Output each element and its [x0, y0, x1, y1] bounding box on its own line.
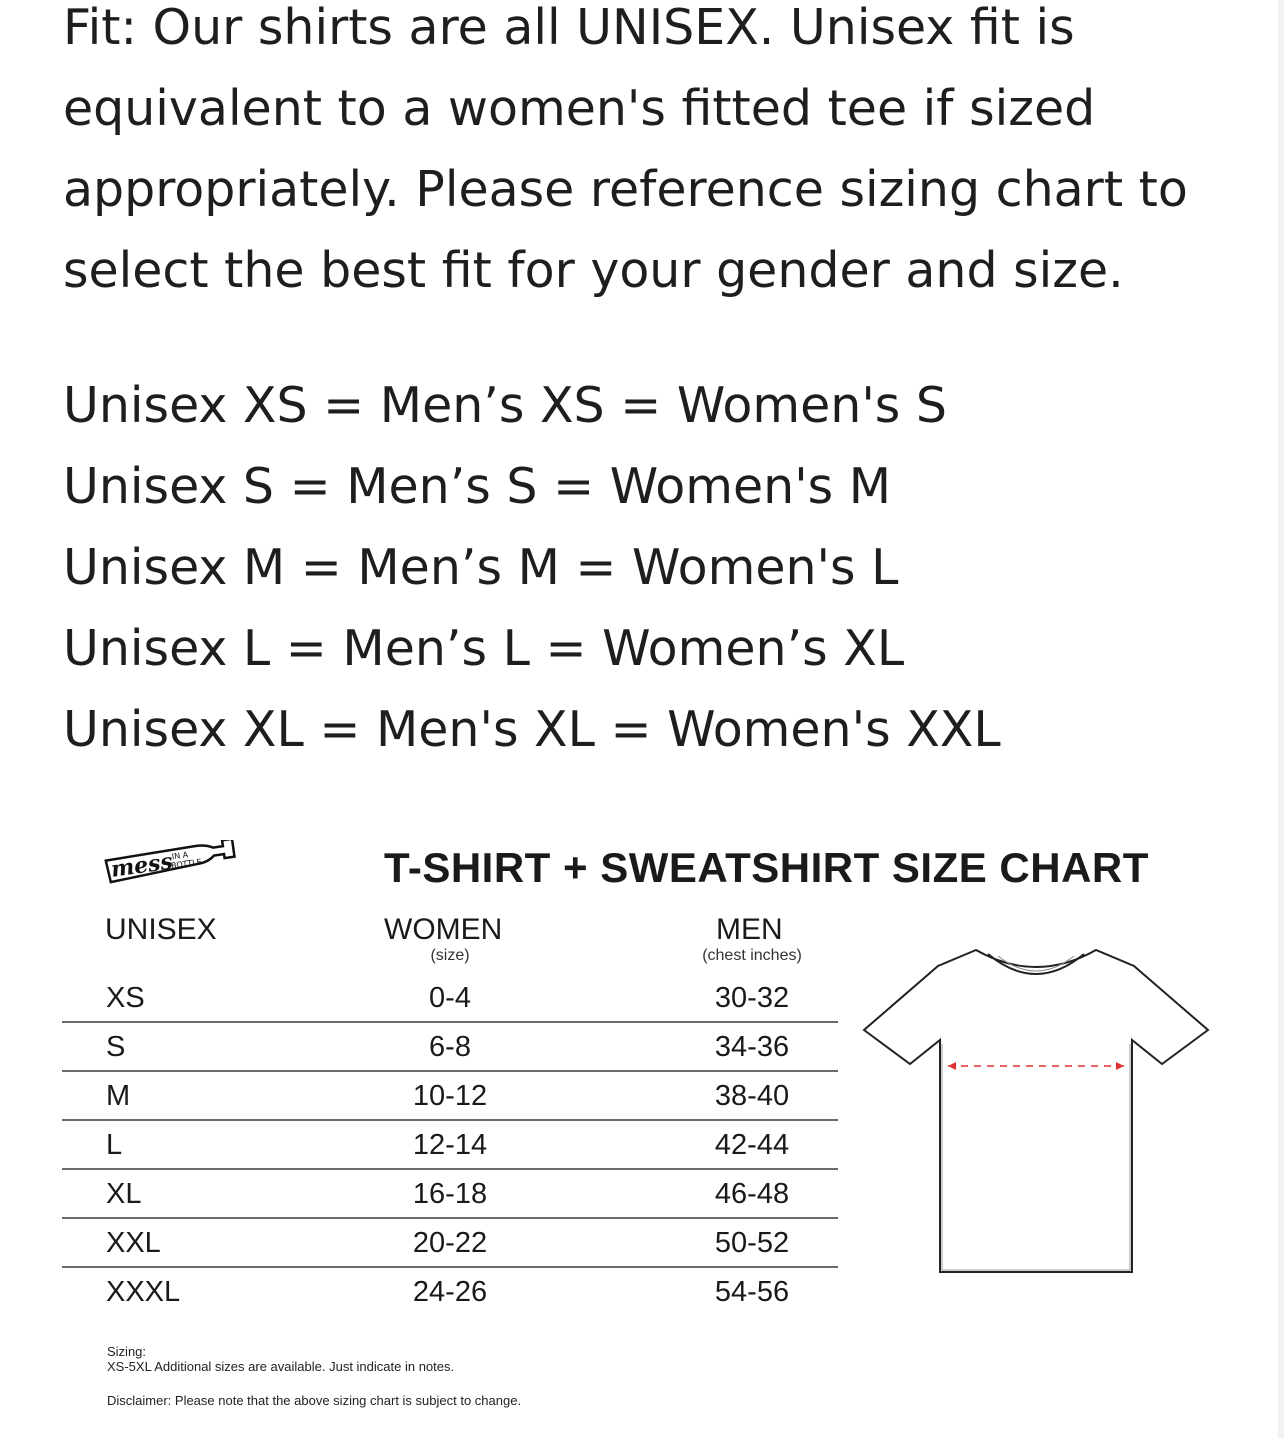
equivalence-line: Unisex XL = Men's XL = Women's XXL	[63, 701, 1001, 758]
cell-men: 46-48	[714, 1178, 790, 1210]
cell-unisex: L	[106, 1129, 123, 1161]
size-chart-title: T-SHIRT + SWEATSHIRT SIZE CHART	[384, 844, 1149, 891]
table-row: M 10-12 38-40	[62, 1072, 838, 1121]
svg-text:BOTTLE: BOTTLE	[171, 857, 203, 870]
sizing-label: Sizing:	[107, 1344, 147, 1359]
cell-women: 16-18	[412, 1178, 488, 1210]
table-row: L 12-14 42-44	[62, 1121, 838, 1170]
svg-text:mess: mess	[109, 848, 174, 882]
cell-men: 54-56	[714, 1276, 790, 1308]
equivalence-line: Unisex XS = Men’s XS = Women's S	[63, 377, 948, 434]
cell-men: 50-52	[714, 1227, 790, 1259]
table-row: S 6-8 34-36	[62, 1023, 838, 1072]
cell-men: 38-40	[714, 1080, 790, 1112]
cell-unisex: M	[106, 1080, 131, 1112]
cell-women: 24-26	[412, 1276, 488, 1308]
disclaimer: Disclaimer: Please note that the above s…	[107, 1393, 522, 1408]
header-unisex: UNISEX	[105, 913, 217, 946]
svg-text:IN A: IN A	[171, 850, 189, 861]
chart-notes: Sizing: XS-5XL Additional sizes are avai…	[107, 1344, 521, 1408]
cell-unisex: XS	[106, 982, 145, 1014]
equivalence-line: Unisex L = Men’s L = Women’s XL	[63, 620, 905, 677]
page-edge	[1278, 0, 1284, 1438]
brand-logo: mess IN A BOTTLE	[103, 837, 238, 889]
equivalence-line: Unisex S = Men’s S = Women's M	[63, 458, 892, 515]
equivalence-line: Unisex M = Men’s M = Women's L	[63, 539, 899, 596]
cell-women: 6-8	[429, 1031, 471, 1063]
size-table: XS 0-4 30-32 S 6-8 34-36 M 10-12 38-40 L 12-14 4…	[62, 974, 838, 1315]
header-women-sub: (size)	[430, 947, 470, 964]
table-row: XXL 20-22 50-52	[62, 1219, 838, 1268]
table-row: XS 0-4 30-32	[62, 974, 838, 1023]
cell-men: 34-36	[714, 1031, 790, 1063]
cell-women: 10-12	[412, 1080, 488, 1112]
header-women: WOMEN	[384, 913, 503, 946]
cell-women: 0-4	[429, 982, 471, 1014]
size-equivalences: Unisex XS = Men’s XS = Women's S Unisex …	[63, 365, 1001, 770]
cell-women: 12-14	[412, 1129, 488, 1161]
cell-unisex: XXL	[106, 1227, 161, 1259]
cell-men: 42-44	[714, 1129, 790, 1161]
tshirt-diagram	[858, 944, 1214, 1284]
cell-men: 30-32	[714, 982, 790, 1014]
cell-unisex: XL	[106, 1178, 142, 1210]
header-men: MEN	[716, 913, 783, 946]
table-row: XL 16-18 46-48	[62, 1170, 838, 1219]
table-row: XXXL 24-26 54-56	[62, 1268, 838, 1315]
header-men-sub: (chest inches)	[702, 947, 802, 964]
sizing-text: XS-5XL Additional sizes are available. J…	[107, 1359, 455, 1374]
cell-unisex: XXXL	[106, 1276, 181, 1308]
fit-description: Fit: Our shirts are all UNISEX. Unisex f…	[63, 0, 1188, 299]
cell-unisex: S	[106, 1031, 126, 1063]
cell-women: 20-22	[412, 1227, 488, 1259]
